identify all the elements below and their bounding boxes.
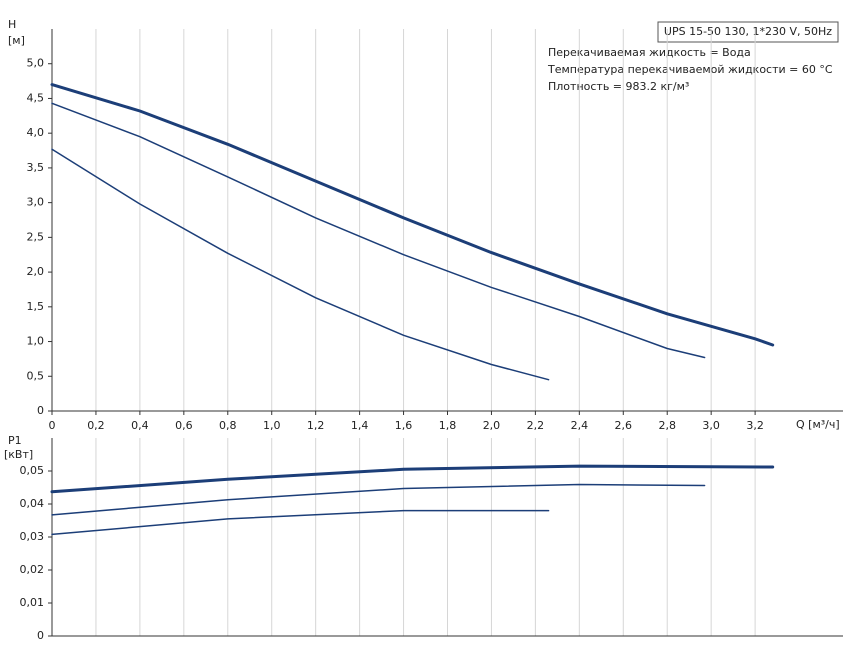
x-tick-label: 2,2 [527,419,545,432]
x-axis-label: Q [м³/ч] [796,418,840,431]
x-tick-label: 1,2 [307,419,325,432]
y-tick-label: 5,0 [27,57,45,70]
y-tick-label: 0,02 [20,563,45,576]
y-tick-label: 2,0 [27,265,45,278]
y-axis-label: P1 [8,434,22,447]
y-tick-label: 0 [37,629,44,642]
y-tick-label: 3,5 [27,161,45,174]
annotation: Температура перекачиваемой жидкости = 60… [547,63,833,76]
y-tick-label: 1,5 [27,300,45,313]
x-tick-label: 3,0 [702,419,720,432]
info-box [657,21,839,43]
y-axis-unit: [кВт] [4,448,33,461]
x-tick-label: 0 [49,419,56,432]
annotation: Плотность = 983.2 кг/м³ [548,80,689,93]
x-tick-label: 0,2 [87,419,105,432]
x-tick-label: 2,8 [658,419,676,432]
y-tick-label: 0 [37,404,44,417]
curve [51,483,706,516]
x-tick-label: 3,2 [746,419,764,432]
x-tick-label: 2,0 [483,419,501,432]
y-tick-label: 4,0 [27,126,45,139]
y-tick-label: 0,5 [27,369,45,382]
x-tick-label: 0,4 [131,419,149,432]
curve [51,148,550,381]
curve [50,83,775,347]
x-tick-label: 1,8 [439,419,457,432]
y-tick-label: 0,03 [20,530,45,543]
x-tick-label: 0,6 [175,419,193,432]
box-title: UPS 15-50 130, 1*230 V, 50Hz [664,25,832,38]
y-axis-label: H [8,18,16,31]
curve [50,464,775,494]
y-tick-label: 3,0 [27,196,45,209]
y-tick-label: 4,5 [27,91,45,104]
y-tick-label: 1,0 [27,335,45,348]
curve [51,509,550,536]
x-tick-label: 1,6 [395,419,413,432]
y-axis-unit: [м] [8,34,25,47]
y-tick-label: 0,01 [20,596,45,609]
y-tick-label: 0,04 [20,497,45,510]
y-tick-label: 0,05 [20,464,45,477]
x-tick-label: 2,4 [571,419,589,432]
x-tick-label: 2,6 [615,419,633,432]
x-tick-label: 1,0 [263,419,281,432]
y-tick-label: 2,5 [27,230,45,243]
curve [51,102,706,359]
x-tick-label: 0,8 [219,419,237,432]
x-tick-label: 1,4 [351,419,369,432]
annotation: Перекачиваемая жидкость = Вода [548,46,751,59]
